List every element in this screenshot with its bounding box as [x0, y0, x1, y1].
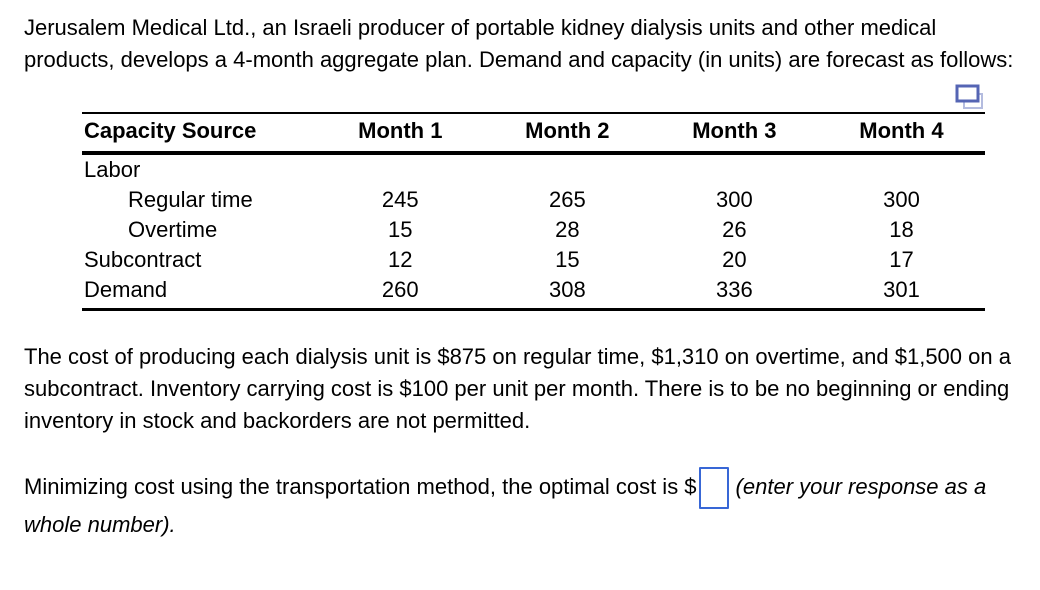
- header-month-1: Month 1: [316, 113, 484, 155]
- cell: [484, 153, 651, 185]
- answer-input[interactable]: [698, 467, 729, 509]
- cell: 15: [388, 217, 413, 242]
- cell: 245: [381, 187, 419, 212]
- table-row-labor: Labor: [82, 153, 985, 185]
- question-paragraph: Minimizing cost using the transportation…: [24, 467, 1016, 541]
- cell: 308: [548, 277, 586, 302]
- cell: 300: [883, 187, 920, 212]
- header-capacity-source: Capacity Source: [82, 113, 317, 155]
- capacity-table-container: Capacity Source Month 1 Month 2 Month 3 …: [82, 84, 985, 311]
- copy-table-button[interactable]: [955, 84, 985, 112]
- copy-icon: [955, 84, 983, 109]
- cost-paragraph: The cost of producing each dialysis unit…: [24, 344, 1011, 433]
- cell: 15: [555, 247, 580, 272]
- cell: 260: [381, 277, 419, 302]
- table-row-overtime: Overtime 15 28 26 18: [82, 215, 985, 245]
- table-header-row: Capacity Source Month 1 Month 2 Month 3 …: [82, 113, 985, 155]
- intro-paragraph: Jerusalem Medical Ltd., an Israeli produ…: [24, 15, 1014, 72]
- header-month-3: Month 3: [650, 113, 818, 155]
- row-label: Overtime: [128, 217, 218, 242]
- cell: 18: [889, 217, 914, 242]
- question-text: Minimizing cost using the transportation…: [24, 473, 697, 499]
- cell: 301: [883, 277, 920, 302]
- header-month-4: Month 4: [817, 113, 985, 155]
- table-row-regular-time: Regular time 245 265 300 300: [82, 185, 985, 215]
- table-row-demand: Demand 260 308 336 301: [82, 275, 985, 310]
- row-label: Regular time: [128, 187, 253, 212]
- row-label: Labor: [84, 157, 141, 182]
- cell: 265: [548, 187, 586, 212]
- capacity-table: Capacity Source Month 1 Month 2 Month 3 …: [82, 112, 985, 311]
- cell: 17: [889, 247, 914, 272]
- problem-page: Jerusalem Medical Ltd., an Israeli produ…: [24, 15, 1016, 541]
- row-label: Demand: [84, 277, 168, 302]
- header-month-2: Month 2: [483, 113, 651, 155]
- cell: 300: [716, 187, 753, 212]
- cell: 28: [555, 217, 580, 242]
- table-row-subcontract: Subcontract 12 15 20 17: [82, 245, 985, 275]
- cell: [317, 153, 484, 185]
- question-note: (enter your response as a whole number).: [24, 473, 987, 537]
- cell: 20: [722, 247, 747, 272]
- cell: [818, 153, 985, 185]
- cell: 336: [716, 277, 753, 302]
- cell: [651, 153, 818, 185]
- cell: 12: [388, 247, 413, 272]
- row-label: Subcontract: [84, 247, 202, 272]
- cell: 26: [722, 217, 747, 242]
